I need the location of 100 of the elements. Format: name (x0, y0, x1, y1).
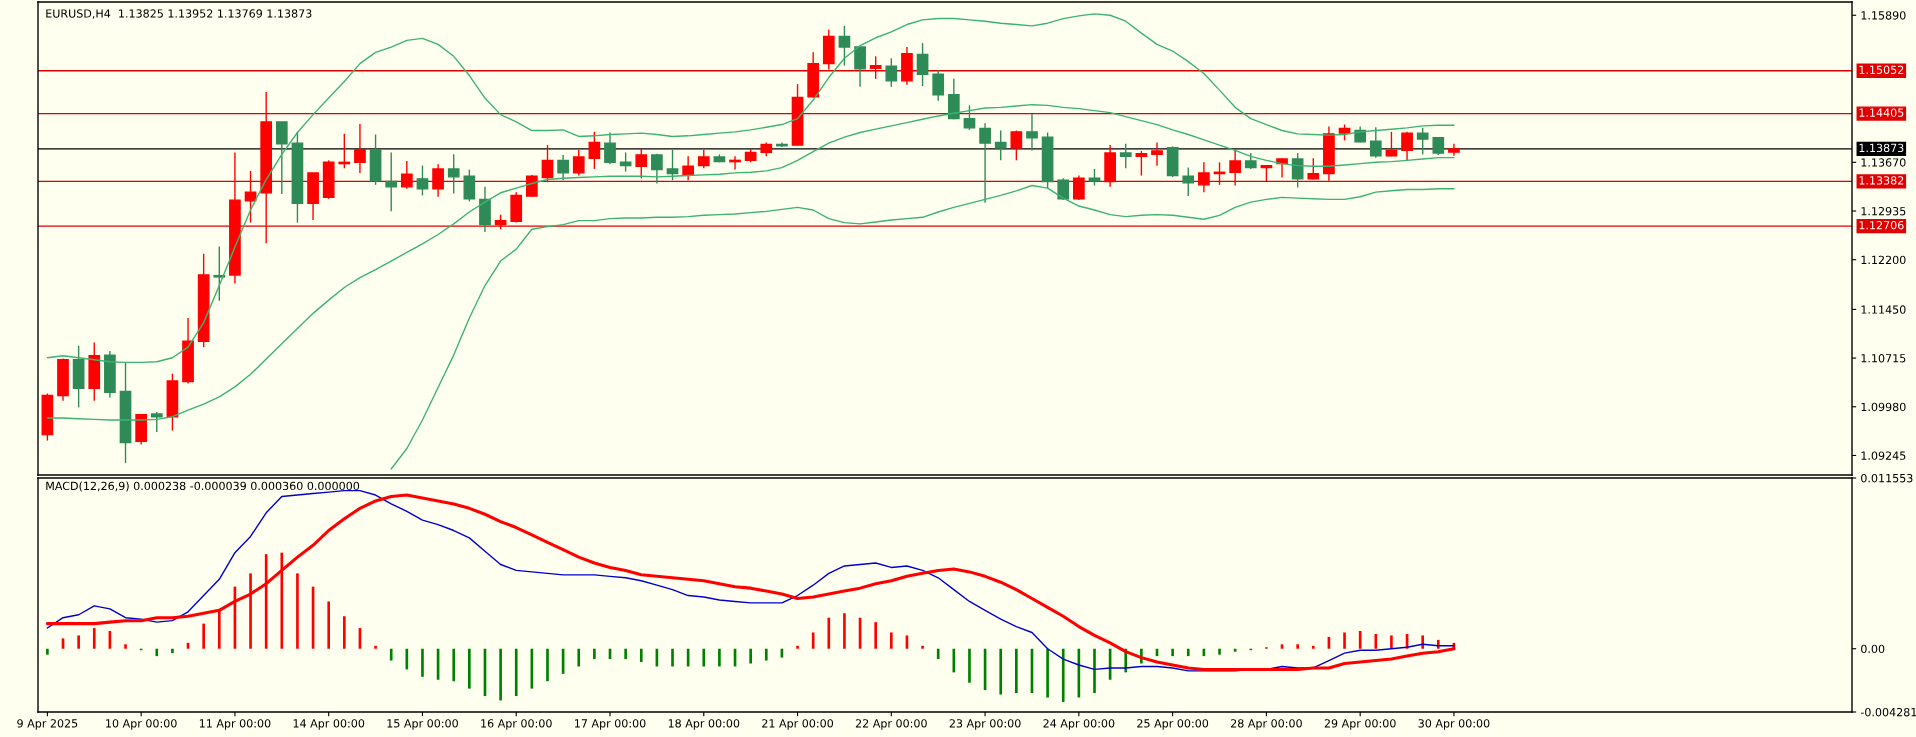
bar (342, 616, 346, 649)
bar (249, 573, 252, 649)
x-tick-label: 17 Apr 00:00 (575, 719, 646, 730)
x-tick-label: 18 Apr 00:00 (668, 719, 740, 730)
x-tick-label: 29 Apr 00:00 (1324, 719, 1396, 730)
bar (811, 632, 815, 649)
bar (1046, 648, 1049, 698)
x-tick-label: 15 Apr 00:00 (387, 719, 458, 730)
bar (1093, 648, 1096, 694)
candlestick (1401, 131, 1413, 162)
bar (155, 648, 159, 657)
candlestick (932, 69, 945, 102)
bar (327, 601, 331, 649)
candlestick (854, 46, 866, 88)
ref-line-label: 1.12706 (1859, 221, 1904, 230)
x-tick-label: 14 Apr 00:00 (293, 719, 365, 730)
candlestick (994, 129, 1007, 162)
y-tick-label: 1.09245 (1861, 451, 1906, 460)
candlestick (385, 151, 398, 213)
candlestick (1135, 150, 1148, 177)
x-tick-label: 9 Apr 2025 (17, 719, 78, 730)
candlestick (963, 104, 976, 131)
ref-line-label: 1.13873 (1859, 143, 1904, 153)
candlestick (416, 164, 429, 197)
line-series (390, 184, 1455, 470)
bar (468, 648, 471, 689)
candlestick (1057, 177, 1070, 201)
bar (202, 623, 205, 649)
bar (796, 645, 799, 649)
bar (999, 648, 1003, 695)
bar (843, 613, 846, 649)
ref-line-label: 1.14405 (1859, 108, 1904, 117)
x-tick-label: 11 Apr 00:00 (199, 719, 271, 730)
candlestick (635, 147, 648, 179)
bar (718, 648, 721, 667)
bar (671, 648, 674, 667)
candlestick (432, 163, 444, 198)
y-tick-label: -0.004281 (1860, 707, 1916, 717)
candlestick (838, 25, 851, 67)
candlestick (400, 160, 413, 190)
bar (171, 648, 174, 654)
x-tick-label: 25 Apr 00:00 (1137, 719, 1209, 730)
candlestick (1010, 129, 1023, 162)
bar (1061, 648, 1065, 702)
bar (1171, 648, 1174, 657)
bar (1311, 645, 1315, 649)
bar (702, 648, 706, 667)
ref-line-label: 1.13382 (1859, 176, 1904, 185)
candlestick (916, 42, 929, 87)
ref-line-label: 1.15052 (1859, 65, 1904, 74)
candlestick (1198, 161, 1210, 193)
candlestick (557, 154, 569, 181)
chart-title: MACD(12,26,9) 0.000238 -0.000039 0.000360 0.000000 (46, 481, 360, 492)
bar (280, 552, 284, 649)
x-tick-label: 28 Apr 00:00 (1230, 719, 1302, 730)
bar (452, 648, 456, 682)
x-tick-label: 16 Apr 00:00 (481, 719, 552, 730)
bar (593, 648, 596, 660)
bar (77, 635, 80, 649)
candlestick (572, 149, 585, 177)
candlestick (463, 168, 476, 203)
bar (968, 648, 971, 683)
bar (874, 622, 878, 649)
candlestick (1229, 148, 1241, 187)
bar (749, 648, 752, 664)
candlestick (651, 153, 663, 185)
bar (936, 648, 940, 660)
bar (264, 554, 268, 649)
bar (92, 628, 96, 649)
candlestick (1182, 166, 1195, 197)
bar (1186, 648, 1190, 657)
candlestick (1307, 157, 1320, 181)
bar (1296, 644, 1299, 649)
x-tick-label: 22 Apr 00:00 (855, 719, 927, 730)
candlestick (275, 121, 288, 195)
candlestick (150, 411, 163, 433)
candlestick (588, 131, 601, 170)
bar (827, 617, 831, 649)
bar (639, 648, 643, 663)
y-tick-label: 1.12200 (1861, 255, 1906, 265)
candlestick (979, 122, 991, 204)
candlestick (885, 57, 898, 88)
y-tick-label: 1.11450 (1861, 305, 1906, 314)
bar (296, 573, 299, 649)
x-tick-label: 30 Apr 00:00 (1418, 719, 1490, 730)
x-tick-label: 24 Apr 00:00 (1043, 719, 1115, 730)
bar (374, 645, 377, 649)
candlestick (666, 149, 679, 181)
candlestick (541, 144, 554, 183)
bar (1343, 632, 1346, 649)
bar (889, 632, 893, 649)
bar (577, 648, 581, 667)
bar (217, 608, 221, 649)
candlestick (1073, 174, 1085, 201)
text: EURUSD,H4 1.13825 1.13952 1.13769 1.13873 (46, 9, 312, 19)
candlestick (213, 245, 226, 302)
candlestick (1119, 143, 1132, 169)
x-tick-label: 23 Apr 00:00 (949, 719, 1021, 730)
y-tick-label: 0.00 (1861, 644, 1885, 654)
y-tick-label: 1.12935 (1861, 206, 1906, 216)
